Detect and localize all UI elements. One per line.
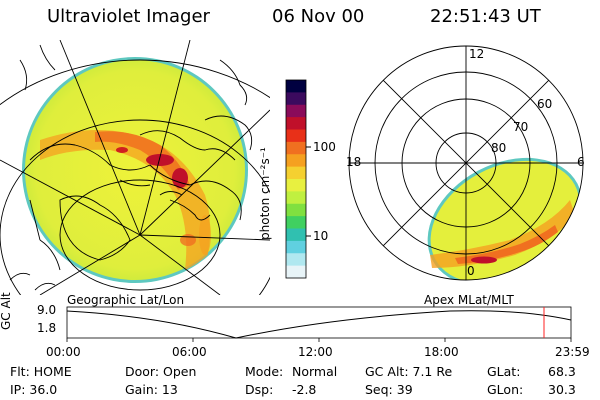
- colorbar-segment: [286, 216, 306, 229]
- colorbar-segment: [286, 240, 306, 254]
- aurora-peak-1: [146, 154, 174, 166]
- glon-label: GLon:: [487, 382, 524, 397]
- altitude-xtick-1800: 18:00: [424, 345, 459, 359]
- altitude-frame: [66, 306, 572, 339]
- glon-value: 30.3: [548, 382, 576, 397]
- door-status: Door: Open: [125, 364, 197, 379]
- date-label: 06 Nov 00: [272, 6, 365, 27]
- glat-value: 68.3: [548, 364, 576, 379]
- mlat-label-80: 80: [491, 141, 507, 155]
- colorbar-segment: [286, 80, 306, 93]
- mlt-label-0: 0: [467, 264, 475, 278]
- ip-status: IP: 36.0: [10, 382, 58, 397]
- colorbar-segment: [286, 253, 306, 267]
- aurora-peak-3: [116, 147, 128, 153]
- colorbar-segment: [286, 117, 306, 130]
- altitude-xtick-1200: 12:00: [298, 345, 333, 359]
- geographic-map-label: Geographic Lat/Lon: [67, 293, 185, 307]
- colorbar-segment: [286, 228, 306, 242]
- colorbar-segment: [286, 203, 306, 217]
- altitude-ytick-9: 9.0: [37, 303, 57, 317]
- aurora-spot: [180, 234, 196, 246]
- gc-alt-status: GC Alt: 7.1 Re: [365, 364, 453, 379]
- instrument-title: Ultraviolet Imager: [47, 6, 210, 27]
- glat-label: GLat:: [487, 364, 521, 379]
- mode-value: Normal: [292, 364, 338, 379]
- colorbar-frame: [285, 79, 307, 279]
- dsp-value: -2.8: [292, 382, 317, 397]
- dsp-label: Dsp:: [245, 382, 274, 397]
- mlt-label-18: 18: [346, 155, 362, 169]
- colorbar-segment: [286, 141, 306, 155]
- graticule: [0, 40, 270, 295]
- mlt-label-6: 6: [577, 155, 585, 169]
- colorbar-segment: [286, 154, 306, 168]
- altitude-ytick-1-8: 1.8: [37, 321, 57, 335]
- apex-map-label: Apex MLat/MLT: [424, 293, 514, 307]
- altitude-ylabel: GC Alt: [0, 292, 13, 330]
- altitude-xtick-2359: 23:59: [555, 345, 590, 359]
- aurora-peak-2: [172, 168, 188, 188]
- gain-status: Gain: 13: [125, 382, 178, 397]
- altitude-xtick-0600: 06:00: [172, 345, 207, 359]
- colorbar-segment: [286, 92, 306, 106]
- mlat-label-60: 60: [537, 97, 553, 111]
- colorbar-label-10: 10: [313, 229, 329, 243]
- colorbar-segment: [286, 166, 306, 180]
- colorbar-segment: [286, 265, 306, 279]
- altitude-xtick-0000: 00:00: [46, 345, 81, 359]
- flight-status: Flt: HOME: [10, 364, 72, 379]
- mlt-label-12: 12: [469, 47, 485, 61]
- geographic-map: [0, 40, 270, 295]
- colorbar-segment: [286, 179, 306, 192]
- apex-aurora-core: [455, 225, 558, 264]
- mode-label: Mode:: [245, 364, 284, 379]
- time-label: 22:51:43 UT: [430, 6, 541, 27]
- apex-grid: [348, 45, 584, 281]
- aurora-edge: [199, 215, 211, 255]
- colorbar-unit: photon cm⁻²s⁻¹: [258, 147, 272, 240]
- colorbar-segment: [286, 191, 306, 205]
- seq-status: Seq: 39: [365, 382, 413, 397]
- altitude-x-ticks: [66, 338, 572, 342]
- mlat-label-70: 70: [513, 120, 529, 134]
- altitude-curve: [66, 310, 572, 339]
- apex-aurora-peak: [471, 256, 497, 264]
- altitude-plot: [66, 306, 572, 342]
- colorbar-label-100: 100: [313, 140, 336, 154]
- colorbar-segment: [286, 104, 306, 118]
- colorbar: [285, 79, 311, 279]
- coastlines: [9, 44, 253, 291]
- colorbar-segment: [286, 129, 306, 143]
